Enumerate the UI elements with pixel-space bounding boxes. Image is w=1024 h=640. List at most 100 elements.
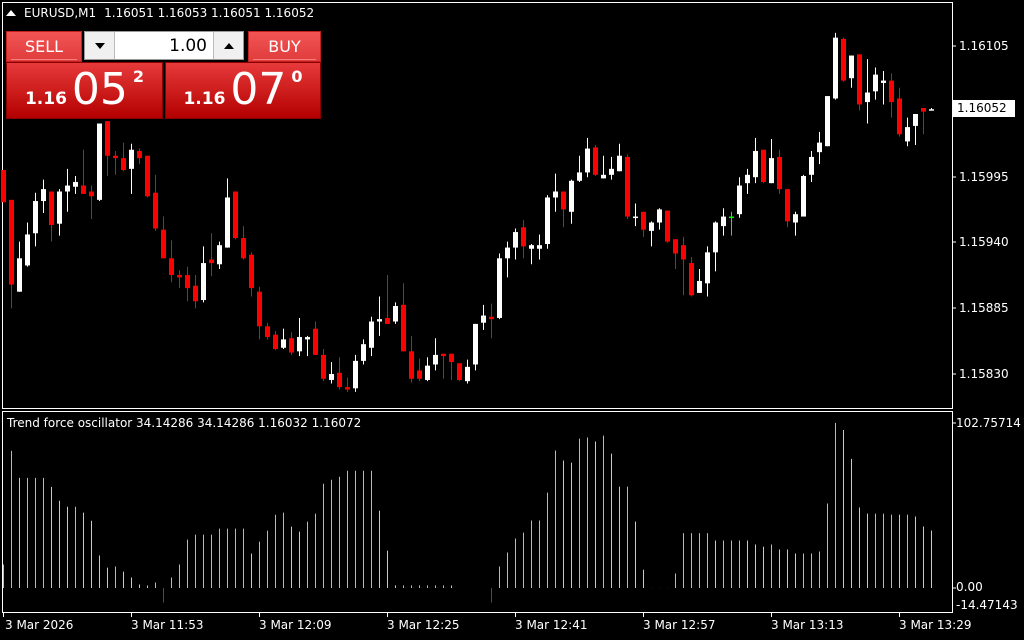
candle [921, 108, 926, 135]
histogram-layer [3, 422, 932, 603]
candle-body [441, 353, 446, 357]
candle-body [9, 199, 14, 285]
candle [265, 322, 270, 340]
candle [609, 156, 614, 180]
candle-body [393, 306, 398, 322]
candle [905, 117, 910, 147]
candle-body [521, 227, 526, 247]
candle [337, 357, 342, 390]
buy-price-pips: 07 [230, 64, 287, 115]
candle-body [185, 275, 190, 289]
candle-body [705, 252, 710, 284]
candle-body [65, 185, 70, 192]
current-price-label: 1.16052 [953, 100, 1015, 117]
sell-price-prefix: 1.16 [24, 89, 67, 109]
buy-button[interactable]: BUY [248, 31, 321, 62]
candle-body [137, 150, 142, 159]
candle [217, 241, 222, 270]
candle [33, 192, 38, 247]
candle [257, 286, 262, 340]
candle [177, 270, 182, 289]
candle-body [777, 156, 782, 190]
candle-body [145, 155, 150, 197]
candle [641, 211, 646, 237]
candle [313, 321, 318, 355]
sell-price-button[interactable]: 1.16 05 2 [6, 62, 163, 119]
candle [193, 275, 198, 309]
indicator-panel-border [2, 411, 953, 613]
candle [793, 211, 798, 236]
candle-body [585, 148, 590, 173]
candle-body [601, 174, 606, 179]
candle [17, 241, 22, 292]
indicator-zero-label: 0.00 [956, 580, 983, 594]
candle [497, 253, 502, 320]
candle [345, 377, 350, 392]
candle [817, 131, 822, 165]
candle-body [105, 121, 110, 156]
collapse-triangle-icon[interactable] [6, 10, 16, 16]
candle-body [153, 192, 158, 229]
candle-body [353, 360, 358, 389]
time-label: 3 Mar 12:25 [387, 618, 460, 632]
candle [225, 178, 230, 248]
candle-body [593, 147, 598, 175]
candle [481, 304, 486, 330]
candle [57, 189, 62, 236]
candle [273, 331, 278, 351]
candle-body [609, 168, 614, 175]
candle-body [41, 189, 46, 202]
candle [737, 177, 742, 218]
candle-body [73, 181, 78, 187]
candle-body [849, 55, 854, 79]
candle-body [265, 326, 270, 338]
candle [401, 283, 406, 352]
candle [809, 150, 814, 182]
lot-decrease-button[interactable] [85, 32, 115, 59]
arrow-up-icon [223, 42, 234, 49]
candle-body [825, 96, 830, 147]
candle-body [561, 191, 566, 210]
candle-body [673, 239, 678, 254]
candle-body [577, 172, 582, 181]
candle-body [761, 149, 766, 182]
candle [929, 108, 934, 111]
candle [329, 362, 334, 384]
candle-body [425, 365, 430, 380]
candle-body [225, 197, 230, 248]
indicator-max-label: 102.75714 [956, 416, 1021, 430]
candle-body [193, 285, 198, 302]
candle [801, 174, 806, 217]
candle-body [921, 108, 926, 112]
candle [441, 353, 446, 379]
candle-body [465, 366, 470, 382]
candle [681, 236, 686, 296]
candle-body [33, 201, 38, 234]
candle [185, 266, 190, 302]
candle [457, 363, 462, 382]
candle-body [857, 54, 862, 105]
candle [545, 195, 550, 249]
candle [889, 73, 894, 118]
lot-size-stepper[interactable] [84, 31, 244, 60]
buy-price-button[interactable]: 1.16 07 0 [165, 62, 321, 119]
candle [417, 358, 422, 382]
candle [393, 302, 398, 324]
candle-body [113, 155, 118, 159]
lot-size-input[interactable] [115, 32, 213, 59]
arrow-down-icon [94, 42, 105, 49]
candle-body [841, 38, 846, 81]
candle-body [713, 222, 718, 253]
candle-body [649, 222, 654, 231]
candle-body [241, 238, 246, 259]
candle [89, 185, 94, 219]
lot-increase-button[interactable] [213, 32, 243, 59]
candle-body [889, 80, 894, 103]
candle [385, 275, 390, 324]
price-label: 1.15830 [959, 367, 1009, 381]
candle [233, 191, 238, 240]
candle [409, 335, 414, 383]
candle-body [529, 245, 534, 249]
sell-button[interactable]: SELL [6, 31, 82, 62]
